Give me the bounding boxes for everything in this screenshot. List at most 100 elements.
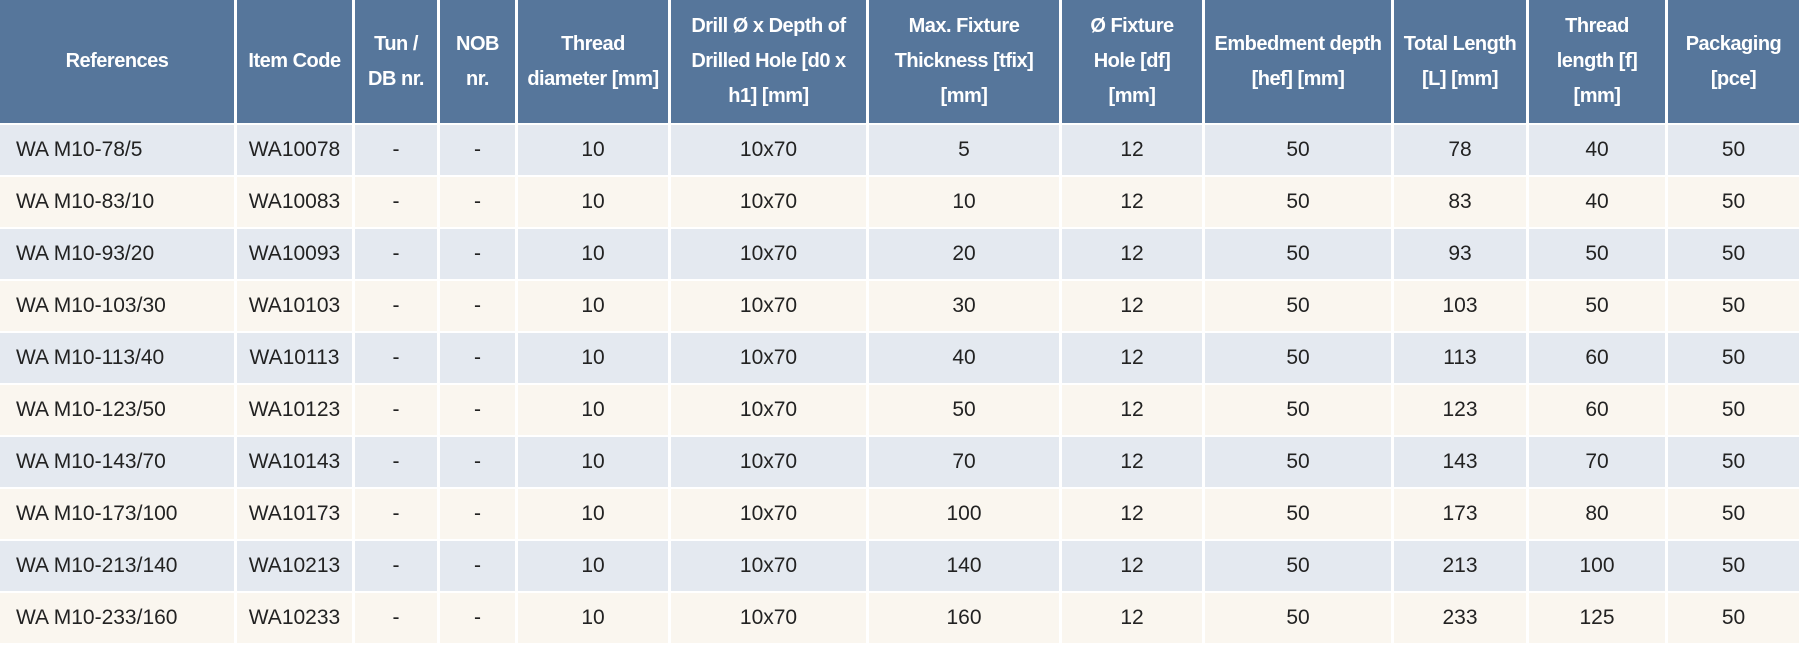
table-row: WA M10-103/30 WA10103- -10 10x70 30 12 50 103 50… — [0, 281, 1799, 333]
table-cell: 12 — [1062, 593, 1205, 645]
table-cell: 50 — [1529, 281, 1668, 333]
table-cell: 50 — [1205, 229, 1394, 281]
table-cell: 50 — [1529, 229, 1668, 281]
table-cell: - — [440, 489, 518, 541]
table-cell: 50 — [1205, 593, 1394, 645]
table-cell: 93 — [1394, 229, 1529, 281]
table-cell: 40 — [1529, 177, 1668, 229]
table-cell: WA10233 — [237, 593, 355, 645]
table-cell: 60 — [1529, 385, 1668, 437]
header-cell: Drill Ø x Depth of Drilled Hole [d0 x h1… — [671, 0, 869, 125]
table-cell: WA M10-78/5 — [0, 125, 237, 177]
table-cell: 12 — [1062, 489, 1205, 541]
table-row: WA M10-233/160 WA10233- -10 10x70 160 12 50 233… — [0, 593, 1799, 645]
table-cell: - — [355, 541, 440, 593]
table-cell: WA M10-173/100 — [0, 489, 237, 541]
header-cell: Max. Fixture Thickness [tfix] [mm] — [869, 0, 1062, 125]
table-cell: 10 — [518, 489, 671, 541]
table-cell: - — [355, 437, 440, 489]
table-cell: WA M10-233/160 — [0, 593, 237, 645]
table-cell: 50 — [1668, 229, 1799, 281]
table-cell: 143 — [1394, 437, 1529, 489]
table-cell: 78 — [1394, 125, 1529, 177]
table-row: WA M10-113/40 WA10113- -10 10x70 40 12 50 113 60… — [0, 333, 1799, 385]
table-cell: WA10103 — [237, 281, 355, 333]
header-cell: NOB nr. — [440, 0, 518, 125]
header-cell: Thread length [f] [mm] — [1529, 0, 1668, 125]
table-cell: WA10213 — [237, 541, 355, 593]
table-cell: 173 — [1394, 489, 1529, 541]
table-cell: - — [355, 385, 440, 437]
table-cell: 12 — [1062, 177, 1205, 229]
table-cell: 50 — [1205, 333, 1394, 385]
table-cell: 140 — [869, 541, 1062, 593]
header-cell: Packaging [pce] — [1668, 0, 1799, 125]
table-cell: WA M10-103/30 — [0, 281, 237, 333]
table-cell: 40 — [869, 333, 1062, 385]
table-cell: 50 — [1205, 281, 1394, 333]
table-cell: 100 — [869, 489, 1062, 541]
table-cell: WA M10-93/20 — [0, 229, 237, 281]
table-cell: 70 — [1529, 437, 1668, 489]
table-cell: - — [355, 229, 440, 281]
table-cell: 10 — [518, 593, 671, 645]
table-cell: 50 — [1205, 541, 1394, 593]
table-cell: - — [440, 333, 518, 385]
table-cell: 50 — [1668, 177, 1799, 229]
table-cell: 83 — [1394, 177, 1529, 229]
table-cell: 12 — [1062, 541, 1205, 593]
table-cell: 10x70 — [671, 125, 869, 177]
table-cell: - — [440, 385, 518, 437]
table-cell: 50 — [1668, 125, 1799, 177]
table-cell: - — [355, 593, 440, 645]
header-cell: Tun / DB nr. — [355, 0, 440, 125]
table-cell: WA M10-213/140 — [0, 541, 237, 593]
table-cell: WA M10-83/10 — [0, 177, 237, 229]
table-row: WA M10-93/20 WA10093- -10 10x70 20 12 50 93 50 50 — [0, 229, 1799, 281]
table-cell: 50 — [1205, 125, 1394, 177]
table-cell: 50 — [869, 385, 1062, 437]
table-row: WA M10-78/5 WA10078- -10 10x70 5 12 50 78 40 50 — [0, 125, 1799, 177]
table-cell: 10 — [518, 177, 671, 229]
table-cell: 10 — [869, 177, 1062, 229]
table-cell: WA10083 — [237, 177, 355, 229]
table-cell: WA10093 — [237, 229, 355, 281]
table-cell: 10x70 — [671, 281, 869, 333]
table-row: WA M10-213/140 WA10213- -10 10x70 140 12 50 213… — [0, 541, 1799, 593]
header-cell: Total Length [L] [mm] — [1394, 0, 1529, 125]
table-cell: 12 — [1062, 385, 1205, 437]
table-cell: 12 — [1062, 229, 1205, 281]
table-cell: 70 — [869, 437, 1062, 489]
table-cell: 100 — [1529, 541, 1668, 593]
table-cell: 50 — [1205, 437, 1394, 489]
table-cell: 12 — [1062, 125, 1205, 177]
table-cell: 80 — [1529, 489, 1668, 541]
table-cell: 12 — [1062, 437, 1205, 489]
table-cell: - — [355, 177, 440, 229]
table-cell: - — [440, 229, 518, 281]
table-cell: 50 — [1668, 437, 1799, 489]
table-cell: 5 — [869, 125, 1062, 177]
table-cell: - — [440, 437, 518, 489]
table-cell: 50 — [1205, 385, 1394, 437]
table-cell: 10 — [518, 541, 671, 593]
header-cell: References — [0, 0, 237, 125]
table-cell: 213 — [1394, 541, 1529, 593]
table-cell: 50 — [1668, 385, 1799, 437]
table-cell: - — [355, 333, 440, 385]
table-cell: 12 — [1062, 333, 1205, 385]
table-cell: 10x70 — [671, 177, 869, 229]
table-cell: 233 — [1394, 593, 1529, 645]
table-cell: 10x70 — [671, 489, 869, 541]
table-cell: WA10173 — [237, 489, 355, 541]
table-row: WA M10-83/10 WA10083- -10 10x70 10 12 50 83 40 50 — [0, 177, 1799, 229]
header-cell: Thread diameter [mm] — [518, 0, 671, 125]
table-cell: - — [440, 541, 518, 593]
table-row: WA M10-123/50 WA10123- -10 10x70 50 12 50 123 60… — [0, 385, 1799, 437]
table-cell: 50 — [1205, 177, 1394, 229]
table-cell: WA M10-123/50 — [0, 385, 237, 437]
table-cell: - — [440, 281, 518, 333]
table-cell: 10x70 — [671, 541, 869, 593]
